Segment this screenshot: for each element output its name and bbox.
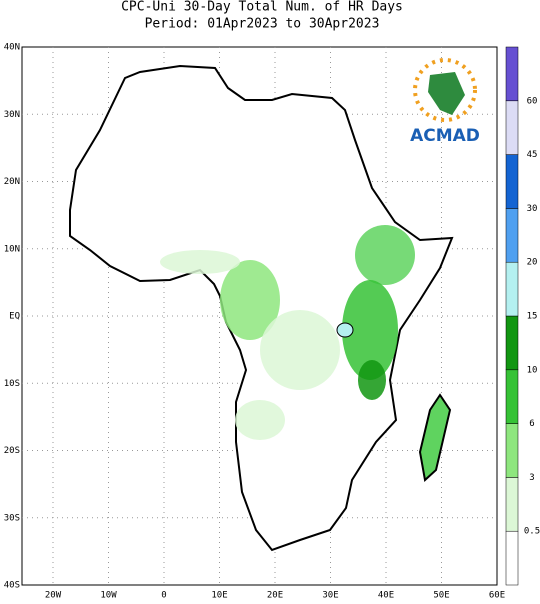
lat-label: 20S	[4, 446, 20, 456]
lat-label: 10N	[4, 244, 20, 254]
colorbar-segment	[505, 154, 519, 209]
lat-label: 30S	[4, 513, 20, 523]
lon-label: 20E	[267, 591, 283, 601]
area	[160, 250, 240, 274]
colorbar-segment	[505, 530, 519, 586]
colorbar-label: 45	[527, 150, 538, 160]
colorbar-segment	[505, 261, 519, 317]
lon-label: 10E	[211, 591, 227, 601]
colorbar-segment	[505, 477, 519, 532]
lat-label: 40S	[4, 581, 20, 591]
logo-sun	[413, 58, 477, 122]
area	[358, 360, 386, 400]
lat-label: 40N	[4, 43, 20, 53]
lon-label: 30E	[322, 591, 338, 601]
area	[235, 400, 285, 440]
colorbar-label: 0.5	[524, 527, 540, 537]
colorbar-label: 30	[527, 204, 538, 214]
lon-label: 40E	[378, 591, 394, 601]
period: Period: 01Apr2023 to 30Apr2023	[145, 17, 380, 32]
colorbar-segment	[505, 100, 519, 155]
area	[260, 310, 340, 390]
colorbar-segment	[505, 423, 519, 478]
colorbar-segment	[505, 369, 519, 424]
colorbar-label: 60	[527, 96, 538, 106]
lon-label: 60E	[489, 591, 505, 601]
colorbar-label: 6	[529, 419, 534, 429]
lake	[336, 322, 354, 338]
colorbar-label: 3	[529, 473, 534, 483]
title: CPC-Uni 30-Day Total Num. of HR Days	[121, 0, 403, 15]
colorbar-label: 15	[527, 312, 538, 322]
area	[342, 280, 398, 380]
lat-label: 10S	[4, 379, 20, 389]
colorbar-segment	[505, 46, 519, 102]
area	[220, 260, 280, 340]
rain-areas	[160, 225, 415, 440]
lon-label: 0	[161, 591, 166, 601]
colorbar-label: 20	[527, 258, 538, 268]
colorbar-segment	[505, 315, 519, 371]
lat-label: EQ	[9, 312, 20, 322]
logo: ACMAD	[410, 58, 480, 146]
lon-label: 50E	[433, 591, 449, 601]
lat-label: 30N	[4, 110, 20, 120]
madagascar	[418, 393, 452, 482]
lon-label: 20W	[45, 591, 62, 601]
logo-text: ACMAD	[410, 126, 480, 146]
colorbar-segment	[505, 208, 519, 263]
logo-africa	[428, 72, 465, 115]
lon-label: 10W	[100, 591, 117, 601]
lat-label: 20N	[4, 177, 20, 187]
colorbar-label: 10	[527, 365, 538, 375]
area	[355, 225, 415, 285]
